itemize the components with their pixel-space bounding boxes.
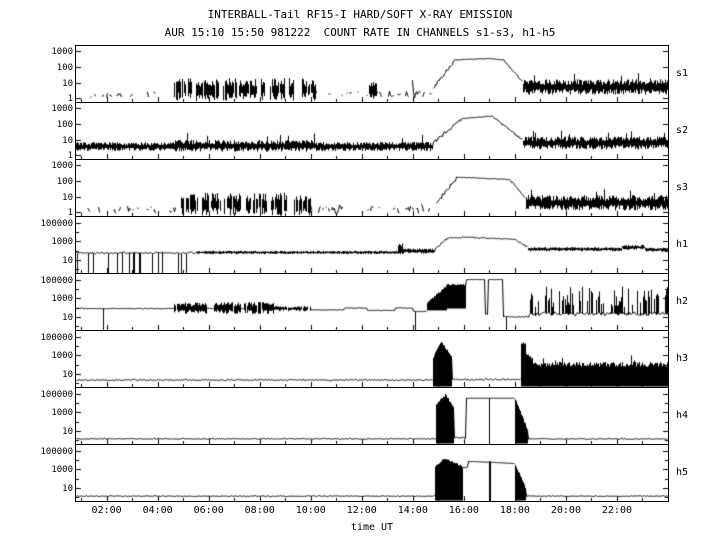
- panel-h2: 100000 1000 10 h2: [40, 273, 688, 331]
- x-tick-label: 20:00: [550, 505, 581, 516]
- y-tick-label: 1: [67, 151, 73, 162]
- y-tick-label: 1000: [51, 294, 73, 305]
- y-tick-label: 100: [56, 120, 73, 130]
- y-tick-label: 1000: [51, 351, 73, 362]
- trace-canvas-h1: [76, 217, 668, 273]
- channel-label-h1: h1: [676, 239, 689, 250]
- y-tick-label: 10: [62, 78, 73, 89]
- trace-canvas-h4: [76, 388, 668, 444]
- y-tick-label: 100000: [40, 446, 73, 457]
- y-tick-label: 10: [62, 483, 73, 494]
- x-tick-label: 08:00: [244, 505, 275, 516]
- panel-s1: 1000 100 10 1 s1: [51, 45, 688, 104]
- panel-h1: 100000 1000 10 h1: [40, 216, 688, 274]
- x-tick-label: 04:00: [142, 505, 173, 516]
- y-tick-label: 10: [62, 369, 73, 380]
- y-tick-label: 10: [62, 255, 73, 266]
- y-tick-label: 10: [62, 135, 73, 146]
- trace-canvas-h3: [76, 331, 668, 387]
- y-tick-label: 10: [62, 312, 73, 323]
- y-tick-label: 100: [56, 177, 73, 187]
- panel-h5: 100000 1000 10 h5: [40, 444, 688, 502]
- y-tick-label: 1000: [51, 104, 73, 115]
- x-tick-label: 12:00: [346, 505, 377, 516]
- y-tick-label: 100000: [40, 275, 73, 286]
- panel-h4: 100000 1000 10 h4: [40, 387, 688, 445]
- channel-label-h4: h4: [676, 410, 689, 421]
- x-tick-label: 18:00: [499, 505, 530, 516]
- channel-label-s2: s2: [676, 125, 689, 136]
- channel-label-s3: s3: [676, 182, 689, 193]
- channel-label-s1: s1: [676, 68, 689, 79]
- y-tick-label: 10: [62, 192, 73, 203]
- trace-canvas-s1: [76, 46, 668, 102]
- panel-h3: 100000 1000 10 h3: [40, 330, 688, 388]
- trace-canvas-h2: [76, 274, 668, 330]
- y-tick-label: 10: [62, 426, 73, 437]
- channel-label-h5: h5: [676, 467, 689, 478]
- panel-s3: 1000 100 10 1 s3: [51, 159, 688, 218]
- x-tick-label: 10:00: [295, 505, 326, 516]
- x-tick-label: 16:00: [448, 505, 479, 516]
- y-tick-label: 100: [56, 63, 73, 73]
- x-tick-label: 14:00: [397, 505, 428, 516]
- y-tick-label: 100000: [40, 218, 73, 229]
- panel-s2: 1000 100 10 1 s2: [51, 102, 688, 161]
- plot-subtitle: AUR 15:10 15:50 981222 COUNT RATE IN CHA…: [164, 26, 556, 39]
- x-tick-label: 02:00: [91, 505, 122, 516]
- plot-area: 1000 100 10 1 s1 1000 100 10 1 s2 1000 100 10 1 s3 1000…: [40, 45, 688, 502]
- y-tick-label: 1: [67, 208, 73, 219]
- x-axis-label: time UT: [350, 522, 394, 533]
- channel-label-h3: h3: [676, 353, 689, 364]
- trace-canvas-s3: [76, 160, 668, 216]
- x-axis-tick-labels: 02:00 04:00 06:00 08:00 10:00 12:00 14:00 16:00…: [76, 506, 668, 518]
- trace-canvas-s2: [76, 103, 668, 159]
- plot-title: INTERBALL-Tail RF15-I HARD/SOFT X-RAY EM…: [207, 8, 513, 21]
- y-tick-label: 100000: [40, 332, 73, 343]
- trace-canvas-h5: [76, 445, 668, 501]
- x-tick-label: 22:00: [601, 505, 632, 516]
- y-tick-label: 1: [67, 94, 73, 105]
- y-tick-label: 100000: [40, 389, 73, 400]
- y-tick-label: 1000: [51, 47, 73, 58]
- y-tick-label: 1000: [51, 465, 73, 476]
- y-tick-label: 1000: [51, 237, 73, 248]
- y-tick-label: 1000: [51, 408, 73, 419]
- y-tick-label: 1000: [51, 161, 73, 172]
- x-tick-label: 06:00: [193, 505, 224, 516]
- channel-label-h2: h2: [676, 296, 689, 307]
